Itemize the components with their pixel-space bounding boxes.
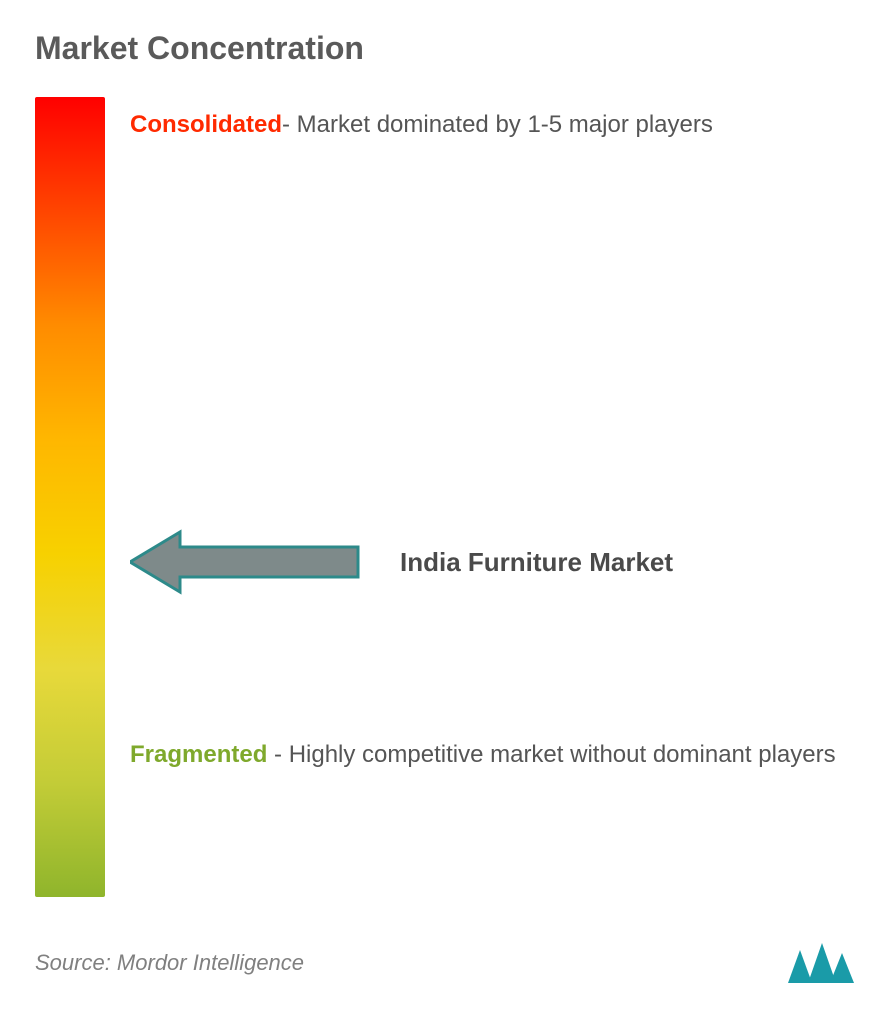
consolidated-word: Consolidated (130, 111, 282, 138)
labels-column: Consolidated- Market dominated by 1-5 ma… (130, 97, 856, 897)
arrow-row: India Furniture Market (130, 527, 673, 597)
fragmented-word: Fragmented (130, 741, 267, 768)
market-name-label: India Furniture Market (400, 547, 673, 578)
footer: Source: Mordor Intelligence (35, 938, 856, 988)
concentration-gradient-bar (35, 97, 105, 897)
fragmented-rest: - Highly competitive market without domi… (267, 741, 835, 768)
page-title: Market Concentration (35, 30, 856, 67)
consolidated-label: Consolidated- Market dominated by 1-5 ma… (130, 107, 836, 143)
fragmented-label: Fragmented - Highly competitive market w… (130, 737, 836, 773)
consolidated-rest: - Market dominated by 1-5 major players (282, 111, 713, 138)
content-area: Consolidated- Market dominated by 1-5 ma… (35, 97, 856, 897)
mordor-logo-icon (786, 938, 856, 988)
source-text: Source: Mordor Intelligence (35, 950, 304, 976)
left-arrow-icon (130, 527, 360, 597)
